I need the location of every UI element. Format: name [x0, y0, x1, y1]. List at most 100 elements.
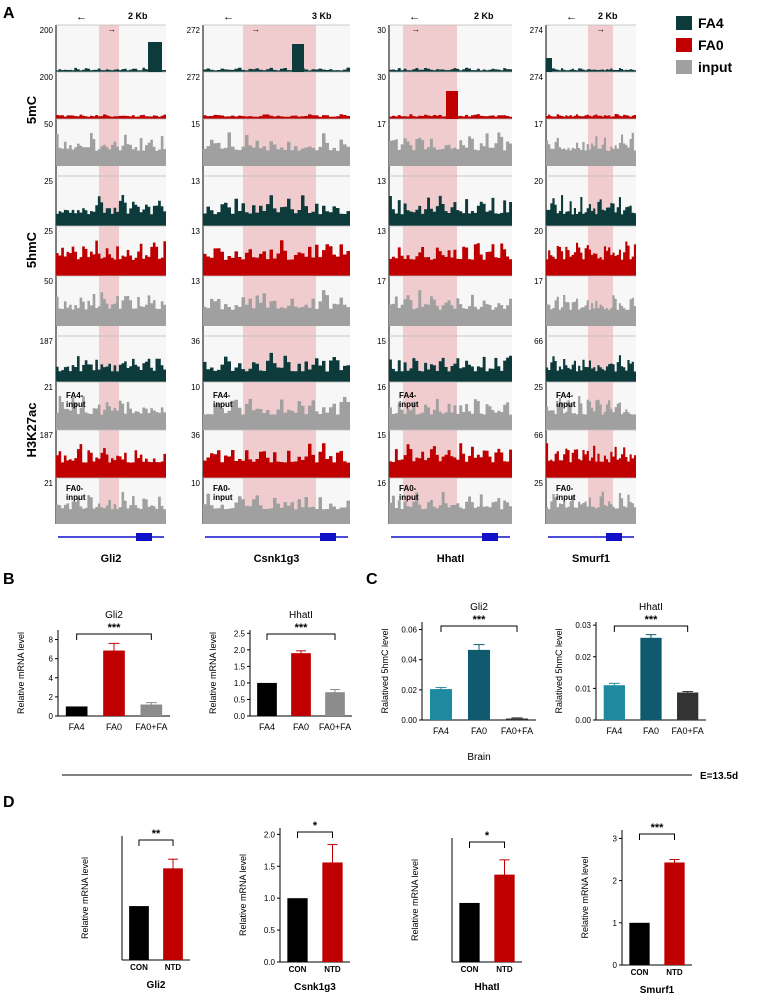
track-scale-label: 272 [187, 73, 201, 82]
signal-fa4 [546, 195, 636, 226]
direction-arrow-left: ← [76, 11, 87, 23]
signal-fa0 [389, 443, 512, 478]
y-tick-label: 2.0 [264, 830, 276, 839]
track-scale-label: 274 [530, 73, 544, 82]
bar-fa4 [429, 689, 453, 720]
track-scale-label: 25 [44, 177, 53, 186]
y-tick-label: 1.0 [234, 679, 246, 688]
track-scale-label: 13 [191, 227, 200, 236]
bar-fa0 [640, 637, 662, 720]
track-scale-label: 36 [191, 337, 200, 346]
track-label-fa4-input: FA4-input [556, 391, 576, 409]
bar-con [287, 898, 308, 962]
y-tick-label: 2 [613, 877, 618, 886]
row-label-h3k27ac: H3K27ac [24, 403, 39, 458]
signal-input [546, 132, 636, 166]
x-tick-label: CON [461, 965, 479, 974]
x-tick-label: FA0 [471, 726, 487, 736]
track-column-csnk1g3: ← → 3 Kb 272 272 15 13 13 13 36 10 36 10 FA4-input FA0… [187, 11, 350, 565]
gene-exon [482, 533, 498, 541]
chart-title: Gli2 [147, 980, 166, 991]
direction-arrow-right: → [251, 24, 260, 34]
track-scale-label: 66 [534, 431, 543, 440]
signal-fa4 [546, 355, 636, 382]
chart-d2: Csnk1g3 Relative mRNA level 0.0 0.5 1.0 1.5 2.… [238, 820, 350, 993]
y-tick-label: 4 [49, 674, 54, 683]
track-scale-label: 200 [40, 73, 54, 82]
signal-fa4 [56, 356, 166, 382]
direction-arrow-left: ← [566, 11, 577, 23]
legend-label-fa4: FA4 [698, 15, 724, 31]
y-tick-label: 0 [49, 712, 54, 721]
signal-input [546, 295, 636, 326]
track-scale-label: 13 [377, 227, 386, 236]
direction-arrow-left: ← [409, 11, 420, 23]
track-scale-label: 187 [40, 431, 54, 440]
bar-fa0-fa [677, 692, 699, 720]
embryo-label: E=13.5d [700, 771, 738, 782]
legend: FA4 FA0 input [676, 15, 733, 75]
x-tick-label: CON [130, 963, 148, 972]
track-scale-label: 20 [534, 227, 543, 236]
track-scale-label: 30 [377, 26, 386, 35]
y-tick-label: 0.02 [401, 686, 417, 695]
track-scale-label: 25 [534, 383, 543, 392]
gene-exon [320, 533, 336, 541]
x-tick-label: FA0 [106, 722, 122, 732]
signal-fa0 [203, 443, 350, 478]
x-tick-label: FA0+FA [135, 722, 167, 732]
signal-fa0 [546, 241, 636, 276]
y-tick-label: 0.03 [575, 621, 591, 630]
x-tick-label: CON [631, 968, 649, 977]
x-tick-label: FA0+FA [319, 722, 351, 732]
bar-charts: Gli2 Relative mRNA level 0 2 4 6 8 FA4 FA0 FA0+FA… [16, 602, 706, 994]
gene-label: Csnk1g3 [254, 553, 300, 565]
bar-fa4 [65, 706, 88, 716]
chart-title: HhatI [289, 610, 313, 621]
scale-bar-label: 3 Kb [312, 11, 332, 21]
y-tick-label: 6 [49, 655, 54, 664]
y-tick-label: 0.04 [401, 656, 417, 665]
direction-arrow-right: → [411, 24, 420, 34]
signal-input [203, 396, 350, 430]
bar-fa0-fa [505, 718, 529, 720]
y-axis-label: Ralatived 5hmC level [554, 628, 564, 713]
significance-bracket [613, 625, 689, 632]
gene-exon [136, 533, 152, 541]
track-label-fa0-input: FA0-input [399, 484, 419, 502]
signal-input [389, 132, 512, 166]
bar-con [129, 906, 149, 960]
chart-title: Csnk1g3 [294, 982, 336, 993]
track-label-fa4-input: FA4-input [213, 391, 233, 409]
y-axis-label: Relative mRNA level [80, 857, 90, 939]
gene-exon [606, 533, 622, 541]
signal-input [203, 290, 350, 326]
bar-fa0 [291, 653, 311, 716]
row-label-5hmc: 5hmC [24, 231, 39, 268]
x-tick-label: NTD [324, 965, 341, 974]
signal-input [56, 491, 166, 524]
track-scale-label: 17 [377, 277, 386, 286]
y-tick-label: 1.0 [264, 894, 276, 903]
chart-b1: Gli2 Relative mRNA level 0 2 4 6 8 FA4 FA0 FA0+FA… [16, 610, 170, 732]
track-scale-label: 21 [44, 383, 53, 392]
track-column-hhati: ←→ 2 Kb 30 30 17 13 13 17 15 16 15 16 FA4-input FA0-i… [377, 11, 512, 565]
y-axis-label: Ralatived 5hmC level [380, 628, 390, 713]
chart-c1: Gli2 Ralatived 5hmC level 0.00 0.02 0.04 0.06… [380, 602, 536, 763]
x-tick-label: FA4 [259, 722, 275, 732]
track-label-fa0-input: FA0-input [556, 484, 576, 502]
y-axis-label: Relative mRNA level [580, 856, 590, 938]
track-scale-label: 17 [534, 277, 543, 286]
y-tick-label: 0.00 [575, 716, 591, 725]
signal-fa4 [56, 195, 166, 226]
track-scale-label: 21 [44, 479, 53, 488]
signal-fa4 [389, 67, 512, 72]
track-scale-label: 17 [377, 120, 386, 129]
track-label-fa0-input: FA0-input [66, 484, 86, 502]
track-scale-label: 13 [191, 177, 200, 186]
legend-label-input: input [698, 59, 733, 75]
y-tick-label: 0.5 [234, 695, 246, 704]
signal-fa4 [546, 68, 636, 72]
signal-fa0 [546, 443, 636, 478]
